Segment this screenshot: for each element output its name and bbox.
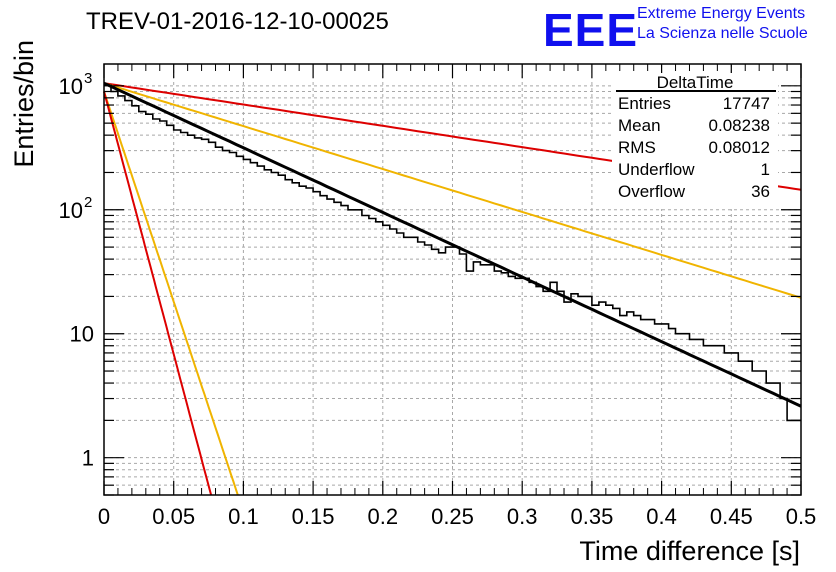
stats-label: Underflow	[618, 160, 695, 179]
rate-curve	[103, 91, 239, 496]
stats-label: Entries	[618, 94, 671, 113]
stats-value: 0.08238	[708, 116, 770, 135]
x-tick-label: 0.1	[228, 504, 259, 529]
stats-row-overflow: Overflow 36	[618, 181, 770, 203]
rate-curve	[103, 82, 802, 299]
x-axis-title: Time difference [s]	[579, 536, 800, 566]
stats-box: DeltaTime Entries 17747 Mean 0.08238 RMS…	[612, 73, 778, 209]
stats-value: 0.08012	[708, 138, 770, 157]
stats-label: Overflow	[618, 182, 686, 201]
x-tick-label: 0.45	[710, 504, 753, 529]
exponential-fit-line	[103, 81, 802, 408]
stats-value: 17747	[722, 94, 770, 113]
stats-label: Mean	[618, 116, 661, 135]
x-tick-label: 0	[98, 504, 110, 529]
stats-value: 1	[760, 160, 770, 179]
y-tick-label-exponent: 3	[84, 70, 92, 87]
logo-line-2: La Scienza nelle Scuole	[637, 25, 808, 42]
axis-ticks	[103, 64, 802, 496]
run-title: TREV-01-2016-12-10-00025	[86, 8, 389, 35]
stats-divider	[616, 90, 776, 92]
eee-logo: EEE	[543, 4, 639, 56]
x-tick-label: 0.35	[570, 504, 613, 529]
stats-row-mean: Mean 0.08238	[618, 115, 770, 137]
stats-row-rms: RMS 0.08012	[618, 137, 770, 159]
y-tick-label-exponent: 2	[84, 194, 92, 211]
histogram-steps	[104, 84, 801, 422]
tick-labels: 0 0.05 0.1 0.15 0.2 0.25 0.3 0.35 0.4 0.45 0.5 1 10 1…	[59, 70, 817, 529]
x-tick-label: 0.3	[507, 504, 538, 529]
x-tick-label: 0.4	[646, 504, 677, 529]
x-tick-label: 0.15	[292, 504, 335, 529]
y-tick-label: 10	[70, 322, 94, 347]
grid	[104, 64, 801, 495]
rate-curve	[103, 91, 213, 496]
logo-line-1: Extreme Energy Events	[637, 5, 806, 22]
y-tick-label: 1	[82, 446, 94, 471]
x-tick-label: 0.5	[786, 504, 817, 529]
stats-row-entries: Entries 17747	[618, 93, 770, 115]
stats-value: 36	[751, 182, 770, 201]
stats-title: DeltaTime	[656, 73, 734, 92]
y-axis-title: Entries/bin	[9, 40, 39, 168]
histogram	[103, 81, 802, 422]
y-tick-label: 10	[59, 74, 83, 99]
stats-row-underflow: Underflow 1	[618, 159, 770, 181]
x-tick-label: 0.2	[368, 504, 399, 529]
x-tick-label: 0.05	[152, 504, 195, 529]
x-tick-label: 0.25	[431, 504, 474, 529]
y-tick-label: 10	[59, 198, 83, 223]
stats-label: RMS	[618, 138, 656, 157]
